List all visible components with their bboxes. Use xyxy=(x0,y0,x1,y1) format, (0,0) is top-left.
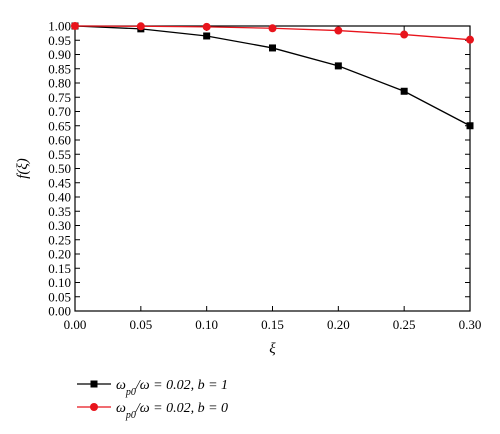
x-tick-label: 0.25 xyxy=(393,317,416,332)
x-tick-label: 0.00 xyxy=(64,317,87,332)
y-tick-label: 0.15 xyxy=(48,261,71,276)
legend-label: ωp0/ω = 0.02, b = 0 xyxy=(116,401,228,421)
data-point xyxy=(466,35,474,44)
y-tick-label: 0.25 xyxy=(48,232,71,247)
data-point xyxy=(202,22,211,31)
y-tick-label: 0.95 xyxy=(48,33,71,48)
y-tick-label: 0.75 xyxy=(48,90,71,105)
y-tick-label: 0.45 xyxy=(48,175,71,190)
y-tick-label: 0.65 xyxy=(48,118,71,133)
y-tick-label: 0.80 xyxy=(48,76,71,91)
series-2 xyxy=(71,22,474,44)
x-tick-label: 0.20 xyxy=(327,317,350,332)
x-axis-title: ξ xyxy=(269,341,276,357)
y-tick-label: 0.40 xyxy=(48,190,71,205)
y-tick-label: 0.10 xyxy=(48,275,71,290)
x-tick-label: 0.05 xyxy=(129,317,152,332)
data-point xyxy=(400,87,408,95)
data-point xyxy=(334,26,343,35)
y-tick-label: 1.00 xyxy=(48,19,71,34)
data-point xyxy=(466,122,474,130)
x-axis-ticks: 0.00 0.05 0.10 0.15 0.20 0.25 0.30 xyxy=(64,26,482,332)
y-axis-ticks: 0.000.050.100.150.200.250.300.350.400.45… xyxy=(48,19,470,319)
y-tick-label: 0.30 xyxy=(48,218,71,233)
y-tick-label: 0.00 xyxy=(48,304,71,319)
data-point xyxy=(136,22,145,31)
y-tick-label: 0.85 xyxy=(48,61,71,76)
x-tick-label: 0.30 xyxy=(459,317,482,332)
data-point xyxy=(269,44,276,52)
legend-marker xyxy=(90,380,98,388)
y-tick-label: 0.55 xyxy=(48,147,71,162)
y-tick-label: 0.90 xyxy=(48,47,71,62)
series-layer xyxy=(71,22,474,130)
y-tick-label: 0.60 xyxy=(48,133,71,148)
legend: ωp0/ω = 0.02, b = 1 ωp0/ω = 0.02, b = 0 xyxy=(77,378,228,421)
y-tick-label: 0.35 xyxy=(48,204,71,219)
x-tick-label: 0.10 xyxy=(195,317,218,332)
y-tick-label: 0.70 xyxy=(48,104,71,119)
data-point xyxy=(268,24,277,33)
series-1 xyxy=(71,22,474,130)
x-tick-label: 0.15 xyxy=(261,317,284,332)
y-tick-label: 0.05 xyxy=(48,289,71,304)
legend-item-2: ωp0/ω = 0.02, b = 0 xyxy=(77,401,228,421)
data-point xyxy=(334,62,342,70)
data-point xyxy=(203,32,211,40)
series-line xyxy=(74,25,471,127)
y-axis-title: f(ξ) xyxy=(15,158,31,179)
legend-label: ωp0/ω = 0.02, b = 1 xyxy=(116,378,228,398)
legend-item-1: ωp0/ω = 0.02, b = 1 xyxy=(77,378,228,398)
data-point xyxy=(71,22,79,30)
plot-area xyxy=(74,25,471,312)
legend-marker xyxy=(90,403,98,411)
data-point xyxy=(400,30,409,39)
y-tick-label: 0.20 xyxy=(48,247,71,262)
y-tick-label: 0.50 xyxy=(48,161,71,176)
